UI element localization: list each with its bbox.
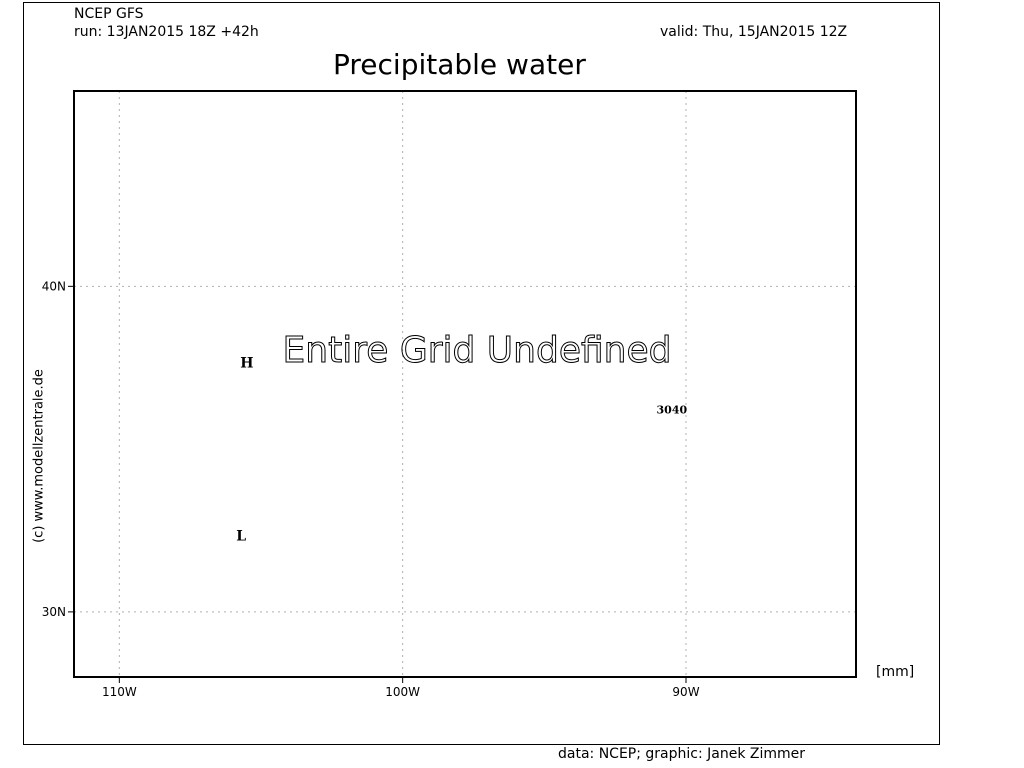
axis-ticks <box>68 285 687 683</box>
contour-value-label: 3040 <box>657 403 688 416</box>
axis-labels: 110W 100W 90W 30N 40N <box>42 279 700 699</box>
lat-tick-label: 40N <box>42 279 66 293</box>
gridlines <box>74 91 856 677</box>
run-info: run: 13JAN2015 18Z +42h <box>74 24 259 40</box>
valid-time: valid: Thu, 15JAN2015 12Z <box>660 24 848 40</box>
undefined-grid-message: Entire Grid Undefined <box>283 330 672 371</box>
low-pressure-marker: L <box>236 528 246 544</box>
image-frame <box>23 2 940 745</box>
plot-border <box>73 90 857 678</box>
credit-line: data: NCEP; graphic: Janek Zimmer <box>558 746 806 762</box>
lat-tick-label: 30N <box>42 605 66 619</box>
model-name: NCEP GFS <box>74 6 144 22</box>
lon-tick-label: 110W <box>102 685 137 699</box>
lon-tick-label: 100W <box>385 685 420 699</box>
map-markers: H L 3040 <box>236 356 687 545</box>
units-label: [mm] <box>876 664 915 680</box>
high-pressure-marker: H <box>240 356 253 372</box>
lon-tick-label: 90W <box>672 685 699 699</box>
copyright-text: (c) www.modellzentrale.de <box>31 369 47 543</box>
map-title: Precipitable water <box>333 48 586 81</box>
